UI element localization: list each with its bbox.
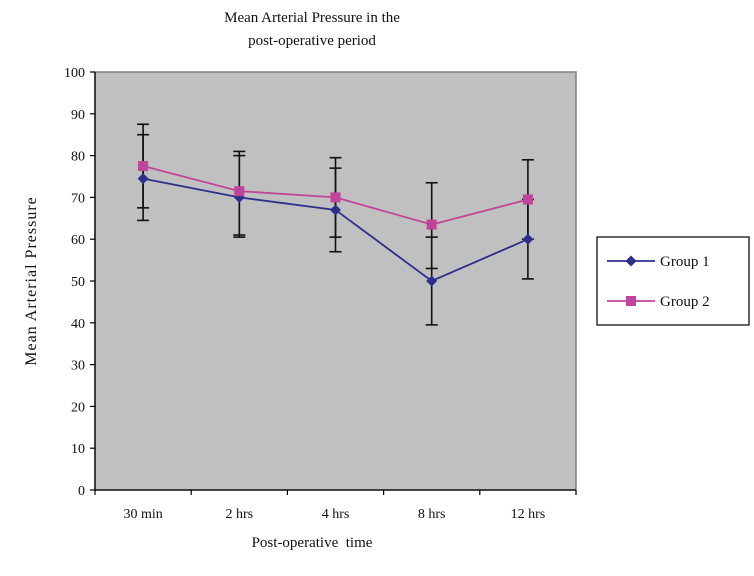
y-tick-label: 0 [78,484,85,499]
y-tick-label: 20 [71,400,85,415]
legend-label-1: Group 1 [660,254,710,270]
y-tick-label: 70 [71,191,85,206]
x-tick-label: 8 hrs [418,507,446,522]
series-markers [137,161,534,287]
legend-box [596,236,750,326]
x-tick-label: 12 hrs [511,507,546,522]
legend-marker-square [626,296,636,306]
legend-label-2: Group 2 [660,294,710,310]
x-tick-label: 2 hrs [225,507,253,522]
y-tick-label: 80 [71,150,85,165]
axes: 0 10 20 30 40 50 60 70 80 90 100 30 min 2 hrs 4 hrs 8 … [64,66,577,522]
data-point-square [234,186,245,197]
plot-area [94,71,577,491]
y-tick-label: 40 [71,317,85,332]
data-point-square [426,219,437,230]
data-point-diamond [137,173,149,185]
x-tick-label: 4 hrs [322,507,350,522]
y-tick-label: 60 [71,233,85,248]
y-tick-label: 30 [71,359,85,374]
y-tick-label: 100 [64,66,85,81]
data-point-diamond [522,233,534,245]
data-point-diamond [330,204,341,216]
chart-title-line-2: post-operative period [248,33,376,49]
data-point-square [522,194,533,205]
y-axis-label: Mean Arterial Pressure [23,196,40,366]
chart-title-line-1: Mean Arterial Pressure in the [224,10,400,26]
legend-marker-diamond [625,255,637,267]
x-axis-label: Post-operative time [252,535,373,551]
y-tick-label: 10 [71,442,85,457]
x-tick-label: 30 min [123,507,162,522]
legend: Group 1 Group 2 [596,236,750,326]
data-point-square [330,192,341,203]
data-point-square [138,161,149,172]
y-tick-label: 50 [71,275,85,290]
data-point-diamond [426,275,438,287]
y-tick-label: 90 [71,108,85,123]
